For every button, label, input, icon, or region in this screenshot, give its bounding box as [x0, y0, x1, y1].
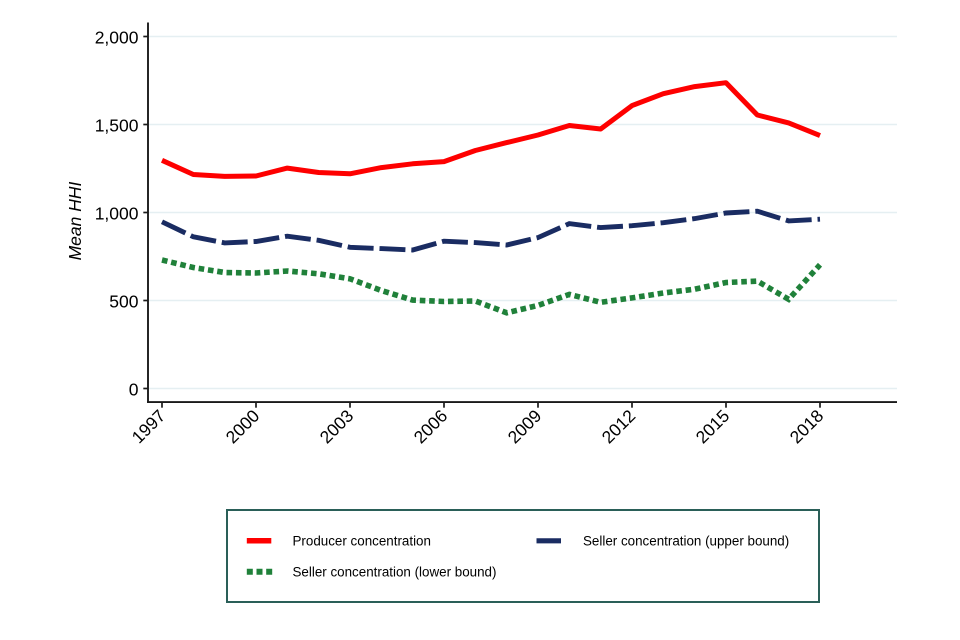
svg-text:1,500: 1,500: [95, 115, 139, 135]
svg-text:2,000: 2,000: [95, 27, 139, 47]
svg-text:500: 500: [109, 291, 138, 311]
svg-text:1,000: 1,000: [95, 203, 139, 223]
svg-text:Mean HHI: Mean HHI: [65, 181, 85, 260]
svg-text:0: 0: [129, 379, 139, 399]
svg-text:Seller concentration (lower bo: Seller concentration (lower bound): [293, 564, 497, 579]
svg-text:Seller concentration (upper bo: Seller concentration (upper bound): [583, 533, 789, 548]
svg-text:Producer concentration: Producer concentration: [293, 533, 431, 548]
